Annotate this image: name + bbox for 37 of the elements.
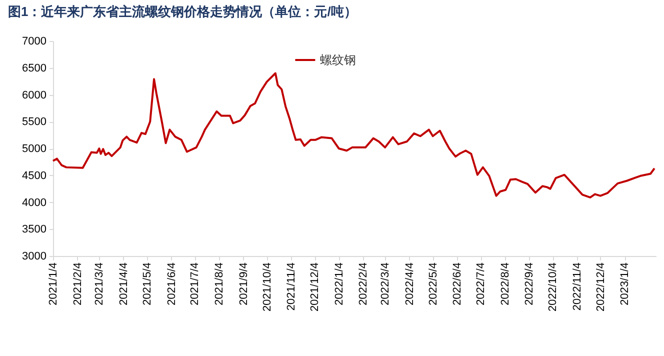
y-tick-label: 5500 [22,116,46,128]
y-tick-label: 5000 [22,143,46,155]
x-tick-label: 2021/3/4 [94,262,106,306]
x-tick-label: 2022/5/4 [427,262,440,306]
line-series [52,72,656,198]
legend-label: 螺纹钢 [320,53,356,67]
y-tick-label: 6500 [22,62,46,74]
x-tick-label: 2021/1/4 [48,262,60,306]
x-tick-label: 2022/12/4 [594,262,607,312]
x-tick-label: 2022/7/4 [475,262,488,306]
x-tick-label: 2021/9/4 [238,262,250,306]
y-tick-label: 3000 [22,250,46,262]
x-tick-label: 2022/4/4 [404,262,416,306]
x-tick-label: 2021/4/4 [118,262,130,306]
x-tick-label: 2021/7/4 [189,262,202,306]
x-tick-label: 2022/1/4 [333,262,346,306]
chart-title: 图1：近年来广东省主流螺纹钢价格走势情况（单位：元/吨） [8,4,357,19]
x-tick-label: 2022/9/4 [524,262,536,306]
x-tick-label: 2021/12/4 [309,262,322,312]
y-tick-label: 6000 [22,89,46,102]
x-tick-label: 2021/10/4 [261,262,274,312]
x-tick-label: 2023/1/4 [619,262,632,306]
x-tick-label: 2021/8/4 [214,262,226,306]
x-tick-label: 2022/11/4 [571,262,584,311]
x-tick-label: 2022/10/4 [547,262,560,312]
y-tick-label: 4000 [22,196,46,209]
y-tick-label: 3500 [22,224,46,236]
x-tick-label: 2022/3/4 [380,262,392,306]
x-tick-label: 2021/5/4 [141,262,154,306]
x-tick-label: 2021/2/4 [72,262,84,306]
x-tick-label: 2022/6/4 [452,262,464,306]
y-tick-label: 7000 [22,36,46,48]
x-tick-label: 2021/6/4 [166,262,178,306]
x-tick-label: 2021/11/4 [286,262,298,311]
x-tick-label: 2022/8/4 [499,262,512,306]
y-tick-label: 4500 [22,170,46,182]
x-tick-label: 2022/2/4 [358,262,370,306]
